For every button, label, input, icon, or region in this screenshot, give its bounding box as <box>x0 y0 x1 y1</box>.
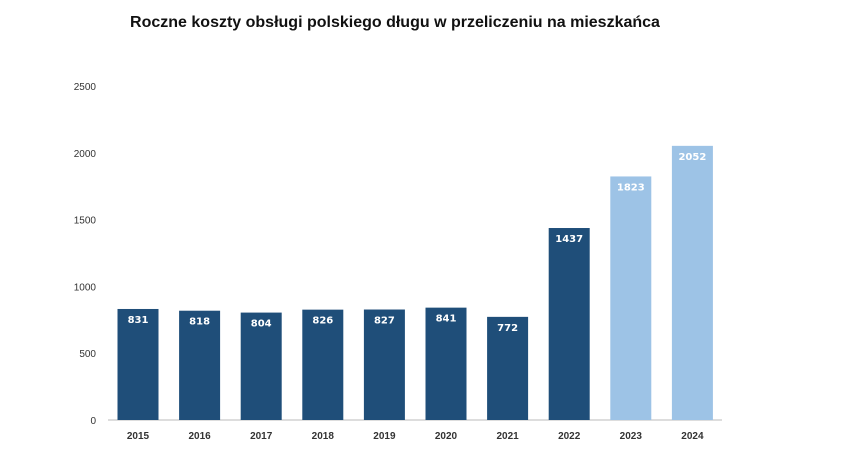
bar-2017 <box>240 312 282 420</box>
bar-2023 <box>610 176 652 420</box>
bar-2020 <box>425 307 467 420</box>
x-tick-label: 2016 <box>188 431 211 442</box>
data-label: 841 <box>436 314 457 325</box>
y-tick-label: 2500 <box>74 82 97 93</box>
x-tick-label: 2021 <box>496 431 519 442</box>
data-label: 826 <box>312 316 333 327</box>
data-label: 827 <box>374 316 395 327</box>
bar-2024 <box>671 145 713 421</box>
chart-title: Roczne koszty obsługi polskiego długu w … <box>130 14 660 31</box>
data-label: 831 <box>128 315 149 326</box>
y-tick-label: 1000 <box>74 282 97 293</box>
bar-2022 <box>548 228 590 420</box>
data-label: 772 <box>497 323 518 334</box>
bar-2015 <box>117 308 159 420</box>
data-label: 1437 <box>555 234 583 245</box>
x-tick-label: 2017 <box>250 431 273 442</box>
data-label: 1823 <box>617 182 645 193</box>
data-label: 2052 <box>678 152 706 163</box>
bar-2016 <box>179 310 221 420</box>
x-tick-label: 2018 <box>312 431 335 442</box>
x-tick-label: 2024 <box>681 431 704 442</box>
y-tick-label: 0 <box>90 416 96 427</box>
bar-2018 <box>302 309 344 420</box>
data-label: 818 <box>189 317 210 328</box>
y-tick-label: 500 <box>79 349 96 360</box>
x-tick-label: 2015 <box>127 431 150 442</box>
y-tick-label: 2000 <box>74 149 97 160</box>
x-tick-label: 2022 <box>558 431 581 442</box>
bar-2021 <box>487 316 529 420</box>
data-label: 804 <box>251 319 272 330</box>
bar-2019 <box>363 309 405 420</box>
x-tick-label: 2023 <box>620 431 643 442</box>
x-tick-label: 2019 <box>373 431 396 442</box>
x-tick-label: 2020 <box>435 431 458 442</box>
y-tick-label: 1500 <box>74 216 97 227</box>
